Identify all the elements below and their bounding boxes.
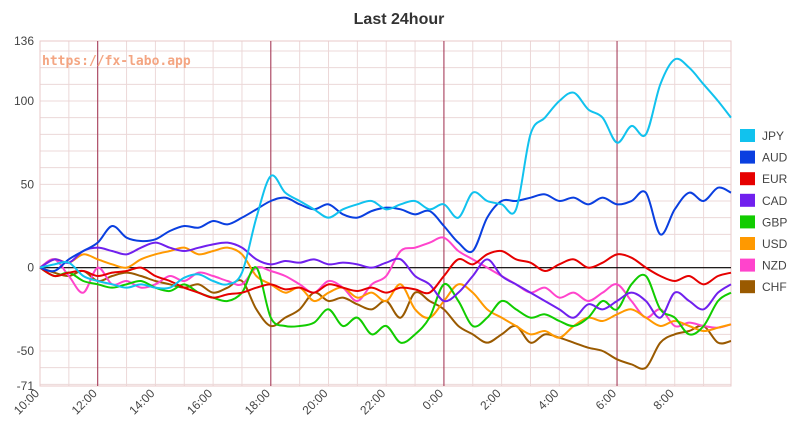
- chart-title: Last 24hour: [354, 11, 445, 28]
- legend-swatch-usd: [740, 237, 755, 250]
- vertical-markers: [97, 41, 618, 386]
- grid: [39, 40, 732, 387]
- x-tick-label: 12:00: [69, 386, 100, 417]
- legend-label-aud: AUD: [762, 151, 788, 165]
- series-line-eur: [39, 249, 732, 299]
- x-tick-label: 20:00: [300, 386, 331, 417]
- legend-swatch-jpy: [740, 129, 755, 142]
- x-tick-label: 18:00: [242, 386, 273, 417]
- legend-label-usd: USD: [762, 237, 788, 251]
- legend-label-nzd: NZD: [762, 259, 787, 273]
- series-line-nzd: [39, 236, 732, 329]
- x-tick-label: 0:00: [420, 386, 447, 413]
- y-tick-label: 0: [27, 261, 34, 275]
- legend-swatch-aud: [740, 150, 755, 164]
- legend-swatch-chf: [740, 280, 755, 294]
- legend-label-eur: EUR: [762, 172, 788, 186]
- y-tick-label: 136: [14, 34, 34, 48]
- y-tick-label: 100: [14, 94, 34, 108]
- series-line-jpy: [39, 57, 732, 290]
- legend-label-chf: CHF: [762, 280, 787, 294]
- y-tick-label: 50: [21, 177, 35, 191]
- legend-swatch-eur: [740, 172, 755, 186]
- x-tick-label: 16:00: [184, 386, 215, 417]
- legend-swatch-gbp: [740, 215, 755, 229]
- legend-label-gbp: GBP: [762, 215, 787, 229]
- x-tick-label: 14:00: [126, 386, 157, 417]
- series-line-aud: [39, 186, 732, 273]
- x-tick-label: 6:00: [593, 386, 620, 413]
- plot-border: [39, 40, 732, 387]
- legend-swatch-cad: [740, 193, 755, 207]
- watermark: https://fx-labo.app: [42, 54, 191, 69]
- x-tick-label: 2:00: [477, 386, 504, 413]
- y-tick-label: -71: [17, 379, 35, 393]
- series-lines: [39, 57, 732, 370]
- series-line-cad: [39, 241, 732, 319]
- x-tick-label: 8:00: [650, 386, 677, 413]
- series-line-usd: [39, 246, 732, 339]
- series-line-gbp: [39, 266, 732, 344]
- x-tick-label: 4:00: [535, 386, 562, 413]
- x-tick-label: 22:00: [357, 386, 388, 417]
- legend-label-cad: CAD: [762, 194, 788, 208]
- legend: JPY AUD EUR CAD GBP USD NZD CHF: [740, 129, 788, 294]
- legend-swatch-nzd: [740, 258, 755, 272]
- y-tick-label: -50: [17, 344, 35, 358]
- legend-label-jpy: JPY: [762, 129, 784, 143]
- series-line-chf: [39, 266, 732, 370]
